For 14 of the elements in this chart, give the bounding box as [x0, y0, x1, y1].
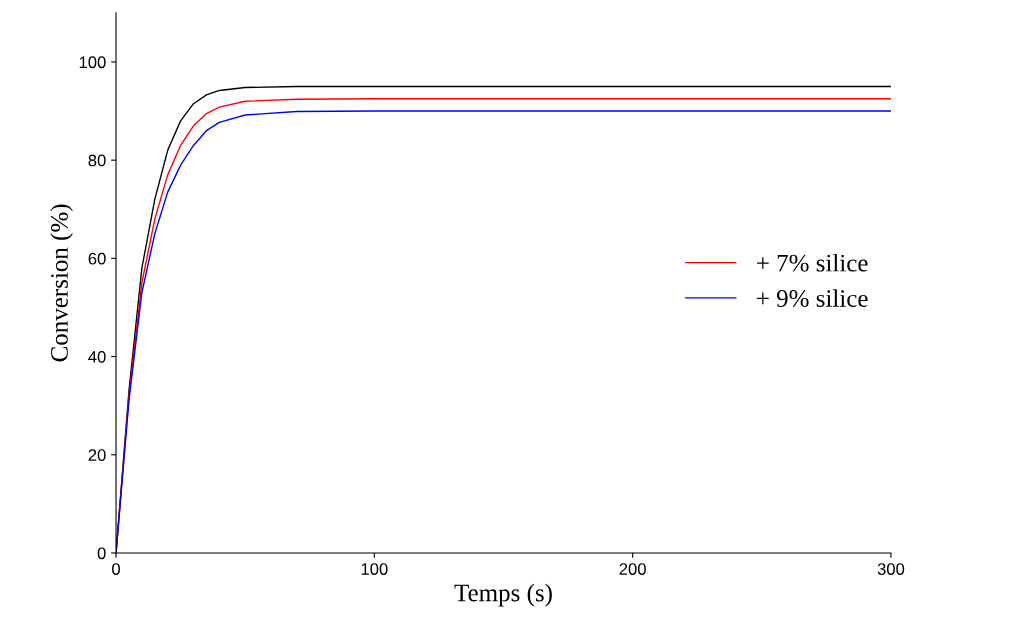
- x-axis-title: Temps (s): [454, 583, 552, 607]
- y-tick-label: 0: [97, 547, 106, 560]
- y-tick-label: 40: [88, 350, 106, 363]
- y-tick-label: 80: [88, 154, 106, 167]
- y-axis-title: Conversion (%): [50, 204, 73, 362]
- y-tick-label: 20: [88, 449, 106, 461]
- x-tick-label: 100: [361, 563, 388, 575]
- x-tick-label: 0: [112, 563, 121, 575]
- legend-label: + 9% silice: [757, 289, 868, 307]
- x-tick-label: 300: [877, 563, 905, 575]
- y-tick-label: 60: [88, 252, 106, 265]
- y-tick-label: 100: [79, 56, 106, 69]
- legend-label: + 7% silice: [757, 254, 868, 272]
- x-tick-label: 200: [619, 563, 646, 575]
